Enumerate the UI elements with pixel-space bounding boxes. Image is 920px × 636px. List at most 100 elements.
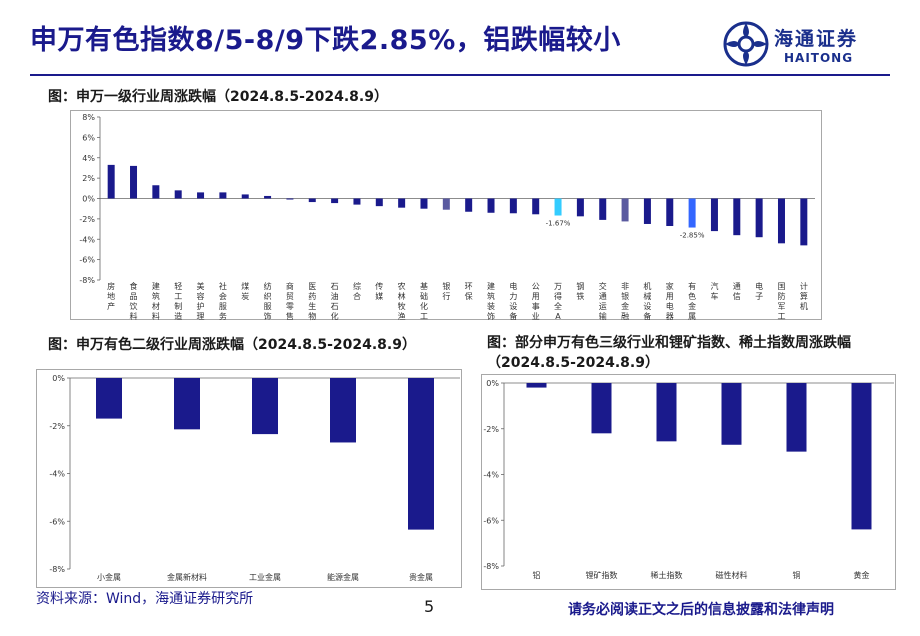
chart1-bar: [621, 198, 629, 222]
chart3-bar: [656, 383, 677, 442]
chart3-bar: [851, 383, 872, 530]
chart2-bar: [174, 378, 200, 430]
chart2-y-tick-label: -6%: [49, 517, 65, 526]
chart1-y-tick-label: -8%: [79, 276, 95, 285]
chart1-category-label: 轻工制造: [174, 281, 182, 321]
chart1-category-label: 有色金属: [688, 281, 696, 321]
chart1-category-label: 万得全 A: [554, 282, 562, 321]
chart1-bar: [219, 192, 227, 199]
chart1-category-label: 纺织服饰: [264, 281, 272, 321]
chart1-bar: [353, 198, 361, 205]
chart1-bar: [576, 198, 584, 217]
chart1-bar: [487, 198, 495, 213]
chart2-y-tick-label: -2%: [49, 422, 65, 431]
chart1-y-tick-label: 2%: [82, 174, 95, 183]
chart1-bar: [509, 198, 517, 214]
chart1-bar: [554, 198, 562, 216]
chart1-y-tick-label: 0%: [82, 195, 95, 204]
chart1-category-label: 电力设备: [509, 281, 517, 321]
chart1-bar: [532, 198, 540, 215]
chart2-y-tick-label: -8%: [49, 565, 65, 574]
chart1-bar: [197, 192, 205, 199]
chart1-bar: [264, 195, 272, 199]
chart1-category-label: 煤炭: [241, 281, 249, 301]
chart1-data-label: -2.85%: [680, 232, 705, 240]
chart1-category-label: 机械设备: [643, 281, 651, 321]
chart1-category-label: 通信: [733, 281, 741, 301]
haitong-logo: 海通证券 HAITONG: [722, 20, 892, 68]
chart1-bar: [241, 194, 249, 199]
chart1-category-label: 石油石化: [331, 282, 339, 321]
chart1-bar: [130, 165, 138, 199]
footer-disclaimer: 请务必阅读正文之后的信息披露和法律声明: [568, 602, 834, 618]
chart3-category-label: 稀土指数: [651, 570, 683, 580]
chart2-bar: [408, 378, 434, 530]
chart1-bar: [643, 198, 651, 224]
chart3-bar: [786, 383, 807, 452]
chart2-bar: [330, 378, 356, 443]
chart1-bar: [666, 198, 674, 227]
chart2-bar: [252, 378, 278, 435]
chart1-bar: [398, 198, 406, 208]
chart1-category-label: 环保: [465, 282, 473, 301]
chart3-frame: [481, 374, 896, 590]
chart1-category-label: 商贸零售: [286, 281, 294, 321]
chart1-category-label: 综合: [353, 281, 361, 301]
chart1-bar: [710, 198, 718, 232]
title-rule: [30, 74, 890, 76]
chart1-title: 图：申万一级行业周涨跌幅（2024.8.5-2024.8.9）: [48, 89, 388, 105]
chart1-bar: [755, 198, 763, 238]
chart1-bar: [688, 198, 696, 228]
chart1-bar: [420, 198, 428, 209]
chart1-category-label: 汽车: [710, 281, 718, 301]
chart1-bar: [308, 198, 316, 203]
chart3-y-tick-label: 0%: [486, 379, 499, 388]
chart3-category-label: 锂矿指数: [586, 570, 618, 580]
chart1-bar: [800, 198, 808, 246]
chart2-frame: [36, 369, 462, 588]
chart3-y-tick-label: -2%: [483, 425, 499, 434]
chart1-category-label: 计算机: [800, 281, 808, 311]
chart3-category-label: 黄金: [854, 570, 870, 580]
chart1-bar: [152, 185, 160, 199]
chart1-y-tick-label: -4%: [79, 235, 95, 244]
chart2-category-label: 能源金属: [327, 572, 359, 582]
chart1-category-label: 国防军工: [777, 282, 785, 321]
chart2-y-tick-label: 0%: [52, 374, 65, 383]
chart3-y-tick-label: -4%: [483, 471, 499, 480]
chart3-y-tick-label: -6%: [483, 516, 499, 525]
chart1-bar: [465, 198, 473, 212]
chart2-bar: [96, 378, 122, 419]
slide-title: 申万有色指数8/5-8/9下跌2.85%，铝跌幅较小: [30, 25, 621, 56]
chart3-category-label: 铝: [533, 570, 541, 580]
chart2-category-label: 小金属: [97, 572, 121, 582]
chart1-category-label: 公用事业: [532, 282, 540, 321]
chart1-category-label: 交通运输: [599, 281, 607, 321]
chart1-bar: [331, 198, 339, 204]
chart1-bar: [107, 164, 115, 199]
chart3-category-label: 磁性材料: [716, 570, 748, 580]
chart1-category-label: 社会服务: [219, 281, 227, 321]
chart1-category-label: 家用电器: [666, 281, 674, 321]
chart1-y-tick-label: 4%: [82, 154, 95, 163]
chart2-category-label: 贵金属: [409, 572, 433, 582]
chart1-category-label: 农林牧渔: [398, 281, 406, 321]
chart1-category-label: 医药生物: [308, 282, 316, 321]
chart1-category-label: 传媒: [375, 281, 383, 301]
chart3-title: 图：部分申万有色三级行业和锂矿指数、稀土指数周涨跌幅（2024.8.5-2024…: [487, 335, 851, 371]
chart1-y-tick-label: 8%: [82, 113, 95, 122]
chart1-bar: [286, 198, 294, 200]
chart1-category-label: 建筑装饰: [487, 281, 495, 321]
chart1-category-label: 电子: [755, 281, 763, 301]
chart2-category-label: 工业金属: [249, 572, 281, 582]
chart1-bar: [174, 190, 182, 199]
chart1-category-label: 房地产: [107, 281, 115, 311]
chart3-bar: [721, 383, 742, 445]
chart1-y-tick-label: -6%: [79, 256, 95, 265]
chart1-frame: [70, 110, 822, 320]
chart3-bar: [591, 383, 612, 434]
chart1-data-label: -1.67%: [546, 220, 571, 228]
